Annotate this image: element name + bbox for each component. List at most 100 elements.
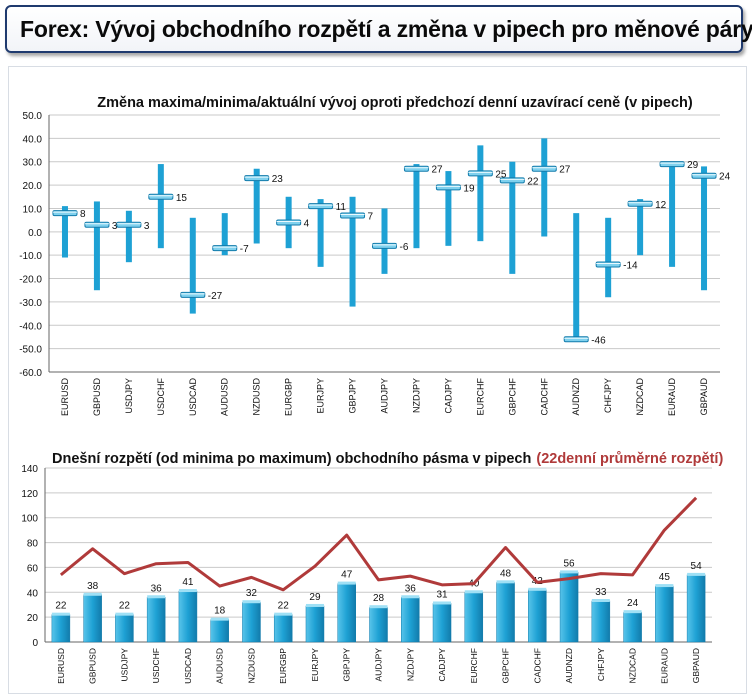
y-tick-label-1: 0.0 [28, 228, 42, 239]
range-bar-2 [242, 601, 261, 643]
range-bar-2 [655, 585, 674, 643]
y-tick-label-1: -30.0 [19, 298, 42, 309]
bar-top-cap [591, 598, 610, 602]
range-bar [477, 145, 484, 242]
x-tick-label-2: EURCHF [469, 648, 479, 683]
bar-top-cap [83, 592, 102, 596]
x-tick-label-1: GBPCHF [507, 378, 517, 416]
range-bar [381, 208, 388, 274]
data-label-2: 22 [55, 601, 67, 612]
chart1-title: Změna maxima/minima/aktuální vývoj oprot… [97, 95, 693, 111]
y-tick-label-2: 100 [21, 514, 38, 525]
range-bar-2 [369, 606, 388, 643]
x-tick-label-2: CHFJPY [596, 648, 606, 681]
bar-top-cap [147, 595, 166, 599]
range-bar [669, 161, 676, 267]
data-label-1: 24 [719, 172, 731, 183]
x-tick-label-2: USDCHF [151, 648, 161, 683]
range-bar [125, 210, 132, 263]
bar-top-cap [337, 581, 356, 585]
x-tick-label-1: CHFJPY [603, 378, 613, 413]
range-bar-2 [146, 597, 166, 643]
data-label-1: 25 [495, 169, 507, 180]
data-label-2: 31 [436, 589, 448, 600]
data-label-1: 22 [527, 176, 539, 187]
y-tick-label-2: 20 [27, 613, 39, 624]
data-label-2: 41 [182, 577, 194, 588]
range-bar-2 [210, 619, 229, 643]
data-label-1: -27 [208, 291, 223, 302]
bar-top-cap [496, 580, 515, 584]
y-tick-label-1: 20.0 [23, 181, 43, 192]
x-tick-label-1: USDCAD [188, 378, 198, 417]
bar-top-cap [687, 572, 706, 576]
bar-top-cap [528, 587, 547, 591]
x-tick-label-1: CADJPY [443, 378, 453, 414]
x-tick-label-2: NZDJPY [405, 648, 415, 681]
data-label-1: 29 [687, 160, 699, 171]
x-tick-label-2: USDCAD [183, 648, 193, 684]
x-tick-label-1: AUDUSD [220, 378, 230, 417]
bar-top-cap [242, 600, 261, 604]
range-bar [637, 199, 644, 256]
data-label-1: -7 [240, 244, 249, 255]
range-bar [445, 171, 452, 246]
y-tick-label-1: -60.0 [19, 368, 42, 379]
y-tick-label-1: 10.0 [23, 204, 43, 215]
x-tick-label-1: EURGBP [284, 378, 294, 416]
range-bar [317, 199, 324, 267]
x-tick-label-2: GBPJPY [342, 648, 352, 682]
range-bar [573, 213, 580, 342]
x-tick-label-1: EURUSD [60, 378, 70, 417]
x-tick-label-1: USDJPY [124, 378, 134, 414]
y-tick-label-1: 30.0 [23, 158, 43, 169]
y-tick-label-2: 120 [21, 489, 38, 500]
range-bar-2 [51, 614, 71, 643]
range-bar-2 [273, 614, 293, 643]
bar-top-cap [655, 584, 674, 588]
y-tick-label-1: 40.0 [23, 134, 43, 145]
range-bar-2 [591, 600, 611, 643]
data-label-2: 54 [691, 561, 703, 572]
x-tick-label-1: EURJPY [316, 378, 326, 414]
data-label-1: 27 [559, 165, 571, 176]
y-tick-label-2: 80 [27, 539, 39, 550]
range-bar [701, 166, 708, 291]
x-tick-label-1: EURAUD [667, 378, 677, 417]
data-label-1: 4 [304, 218, 310, 229]
data-label-2: 36 [151, 583, 163, 594]
bar-top-cap [210, 617, 229, 621]
chart2-title-main: Dnešní rozpětí (od minima po maximum) ob… [52, 451, 531, 467]
range-bar-2 [305, 605, 325, 643]
page-title: Forex: Vývoj obchodního rozpětí a změna … [20, 16, 752, 42]
data-label-1: 23 [272, 174, 284, 185]
y-tick-label-1: -40.0 [19, 321, 42, 332]
range-bar [349, 196, 356, 307]
data-label-2: 28 [373, 593, 385, 604]
bar-top-cap [305, 603, 324, 607]
x-tick-label-1: USDCHF [156, 377, 166, 415]
data-label-1: -6 [400, 242, 409, 253]
range-bar-2 [528, 589, 547, 643]
range-bar [221, 213, 228, 256]
x-tick-label-1: GBPJPY [348, 378, 358, 414]
range-bar [93, 201, 100, 291]
bar-top-cap [51, 612, 70, 616]
x-tick-label-2: EURGBP [278, 648, 288, 684]
data-label-1: 11 [336, 202, 347, 213]
data-label-1: -14 [623, 261, 638, 272]
range-bar-2 [496, 582, 515, 643]
data-label-2: 38 [87, 581, 99, 592]
range-bar-2 [401, 597, 420, 643]
y-tick-label-2: 0 [32, 638, 38, 649]
data-label-2: 56 [564, 558, 576, 569]
range-bar-2 [178, 590, 198, 643]
range-bar-2 [559, 572, 579, 643]
range-bar [157, 164, 164, 249]
x-tick-label-2: GBPAUD [691, 648, 701, 683]
x-tick-label-1: EURCHF [475, 377, 485, 415]
chart2-title: Dnešní rozpětí (od minima po maximum) ob… [52, 451, 723, 467]
y-tick-label-1: -10.0 [19, 251, 42, 262]
x-tick-label-2: NZDUSD [246, 648, 256, 683]
